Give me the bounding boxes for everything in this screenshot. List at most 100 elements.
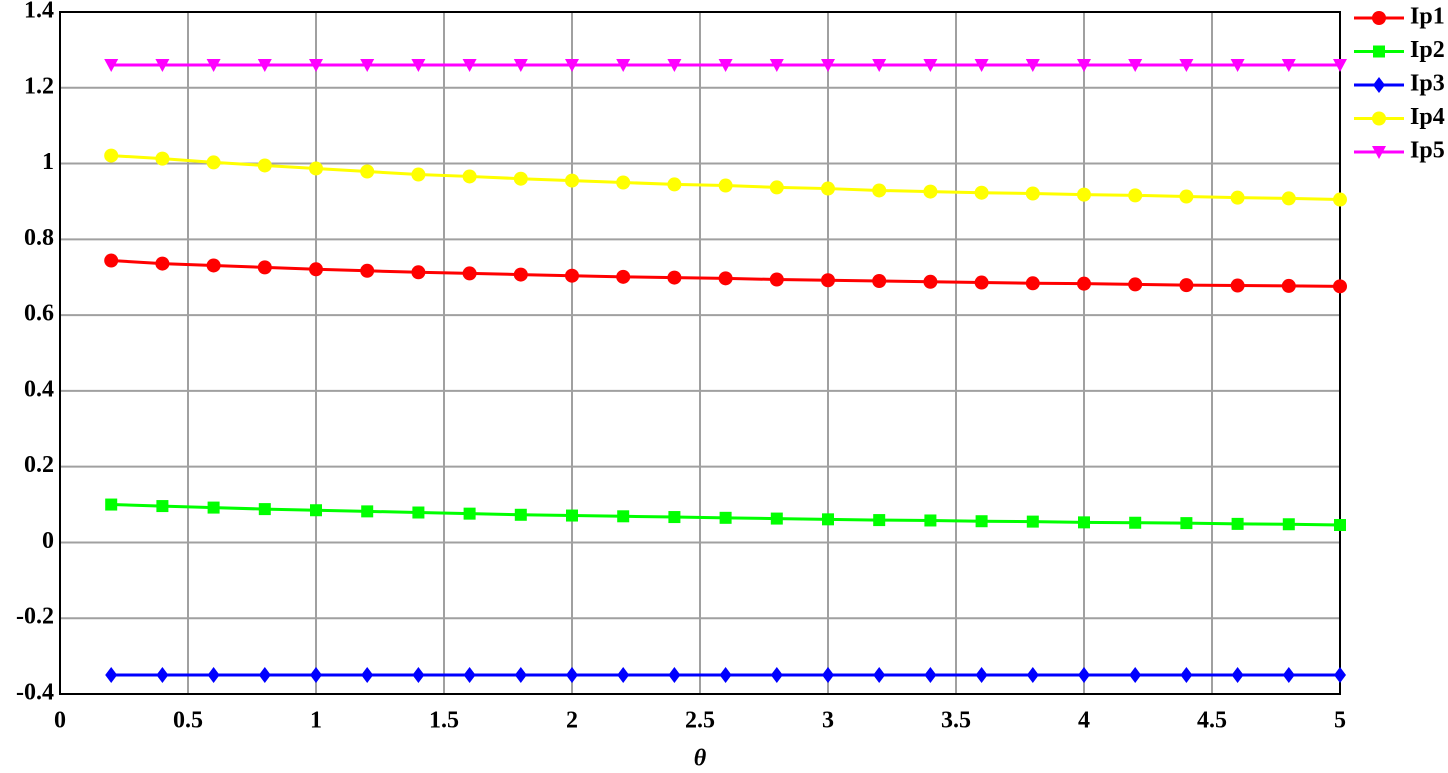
legend-label: Ip4 — [1410, 104, 1445, 130]
marker — [1078, 667, 1090, 684]
marker — [258, 503, 271, 516]
x-tick-label: 1.5 — [429, 708, 459, 734]
marker — [821, 273, 835, 288]
marker — [463, 667, 476, 684]
marker — [309, 161, 323, 176]
marker — [617, 667, 630, 684]
marker — [1026, 515, 1039, 528]
marker — [822, 513, 834, 526]
marker — [104, 59, 119, 73]
marker — [1281, 59, 1296, 73]
marker — [617, 510, 630, 523]
marker — [974, 275, 989, 290]
marker — [821, 181, 835, 196]
marker — [412, 506, 425, 519]
legend-marker — [1373, 77, 1385, 93]
marker — [719, 511, 732, 524]
x-tick-label: 3.5 — [941, 708, 971, 734]
marker — [566, 667, 578, 684]
marker — [1128, 188, 1143, 203]
marker — [206, 59, 221, 73]
marker — [1025, 186, 1040, 201]
marker — [1179, 59, 1194, 73]
marker — [923, 59, 938, 73]
marker — [207, 501, 220, 514]
series-line — [111, 154, 1341, 202]
y-tick-label: 0 — [42, 528, 54, 554]
marker — [1334, 519, 1346, 532]
legend-label: Ip3 — [1410, 71, 1445, 97]
marker — [924, 667, 937, 684]
marker — [1179, 278, 1194, 293]
marker — [565, 59, 579, 73]
marker — [1231, 517, 1244, 530]
y-tick-label: 1.4 — [24, 0, 54, 24]
marker — [104, 253, 119, 268]
marker — [514, 667, 527, 684]
marker — [718, 178, 733, 193]
legend-label: Ip5 — [1410, 138, 1445, 164]
marker — [975, 667, 988, 684]
marker — [411, 265, 426, 280]
marker — [412, 667, 425, 684]
x-axis-label: θ — [694, 746, 707, 772]
marker — [1026, 667, 1039, 684]
marker — [1282, 518, 1295, 531]
marker — [873, 514, 886, 527]
marker — [974, 59, 989, 73]
marker — [667, 270, 682, 285]
marker — [616, 59, 631, 73]
marker — [719, 667, 732, 684]
x-tick-label: 1 — [310, 708, 322, 734]
x-tick-label: 0 — [54, 708, 66, 734]
marker — [257, 158, 272, 173]
marker — [463, 507, 476, 520]
x-tick-label: 3 — [822, 708, 834, 734]
marker — [360, 59, 375, 73]
marker — [207, 667, 220, 684]
marker — [1282, 667, 1295, 684]
marker — [360, 263, 375, 278]
marker — [206, 155, 221, 170]
marker — [360, 164, 375, 179]
marker — [1281, 191, 1296, 206]
x-tick-label: 2 — [566, 708, 578, 734]
marker — [616, 175, 631, 190]
marker — [155, 151, 170, 166]
marker — [923, 274, 938, 289]
marker — [309, 59, 323, 73]
marker — [1281, 278, 1296, 293]
marker — [155, 59, 170, 73]
marker — [514, 508, 527, 521]
marker — [462, 169, 477, 184]
marker — [1025, 276, 1040, 291]
marker — [309, 262, 323, 277]
plot-border — [59, 11, 1341, 695]
marker — [1333, 192, 1347, 207]
x-tick-label: 4.5 — [1197, 708, 1227, 734]
marker — [667, 59, 682, 73]
marker — [310, 504, 322, 517]
marker — [667, 177, 682, 192]
marker — [361, 667, 374, 684]
marker — [1180, 667, 1193, 684]
marker — [513, 59, 528, 73]
x-tick-label: 2.5 — [685, 708, 715, 734]
marker — [1333, 59, 1347, 73]
marker — [1179, 189, 1194, 204]
marker — [105, 498, 118, 511]
marker — [310, 667, 322, 684]
marker — [975, 515, 988, 528]
marker — [155, 256, 170, 271]
marker — [1077, 187, 1091, 202]
marker — [718, 59, 733, 73]
y-tick-label: 0.6 — [24, 301, 54, 327]
marker — [1077, 59, 1091, 73]
marker — [361, 505, 374, 518]
marker — [462, 266, 477, 281]
marker — [821, 59, 835, 73]
y-tick-label: 0.8 — [24, 225, 54, 251]
marker — [1025, 59, 1040, 73]
marker — [1180, 517, 1193, 530]
